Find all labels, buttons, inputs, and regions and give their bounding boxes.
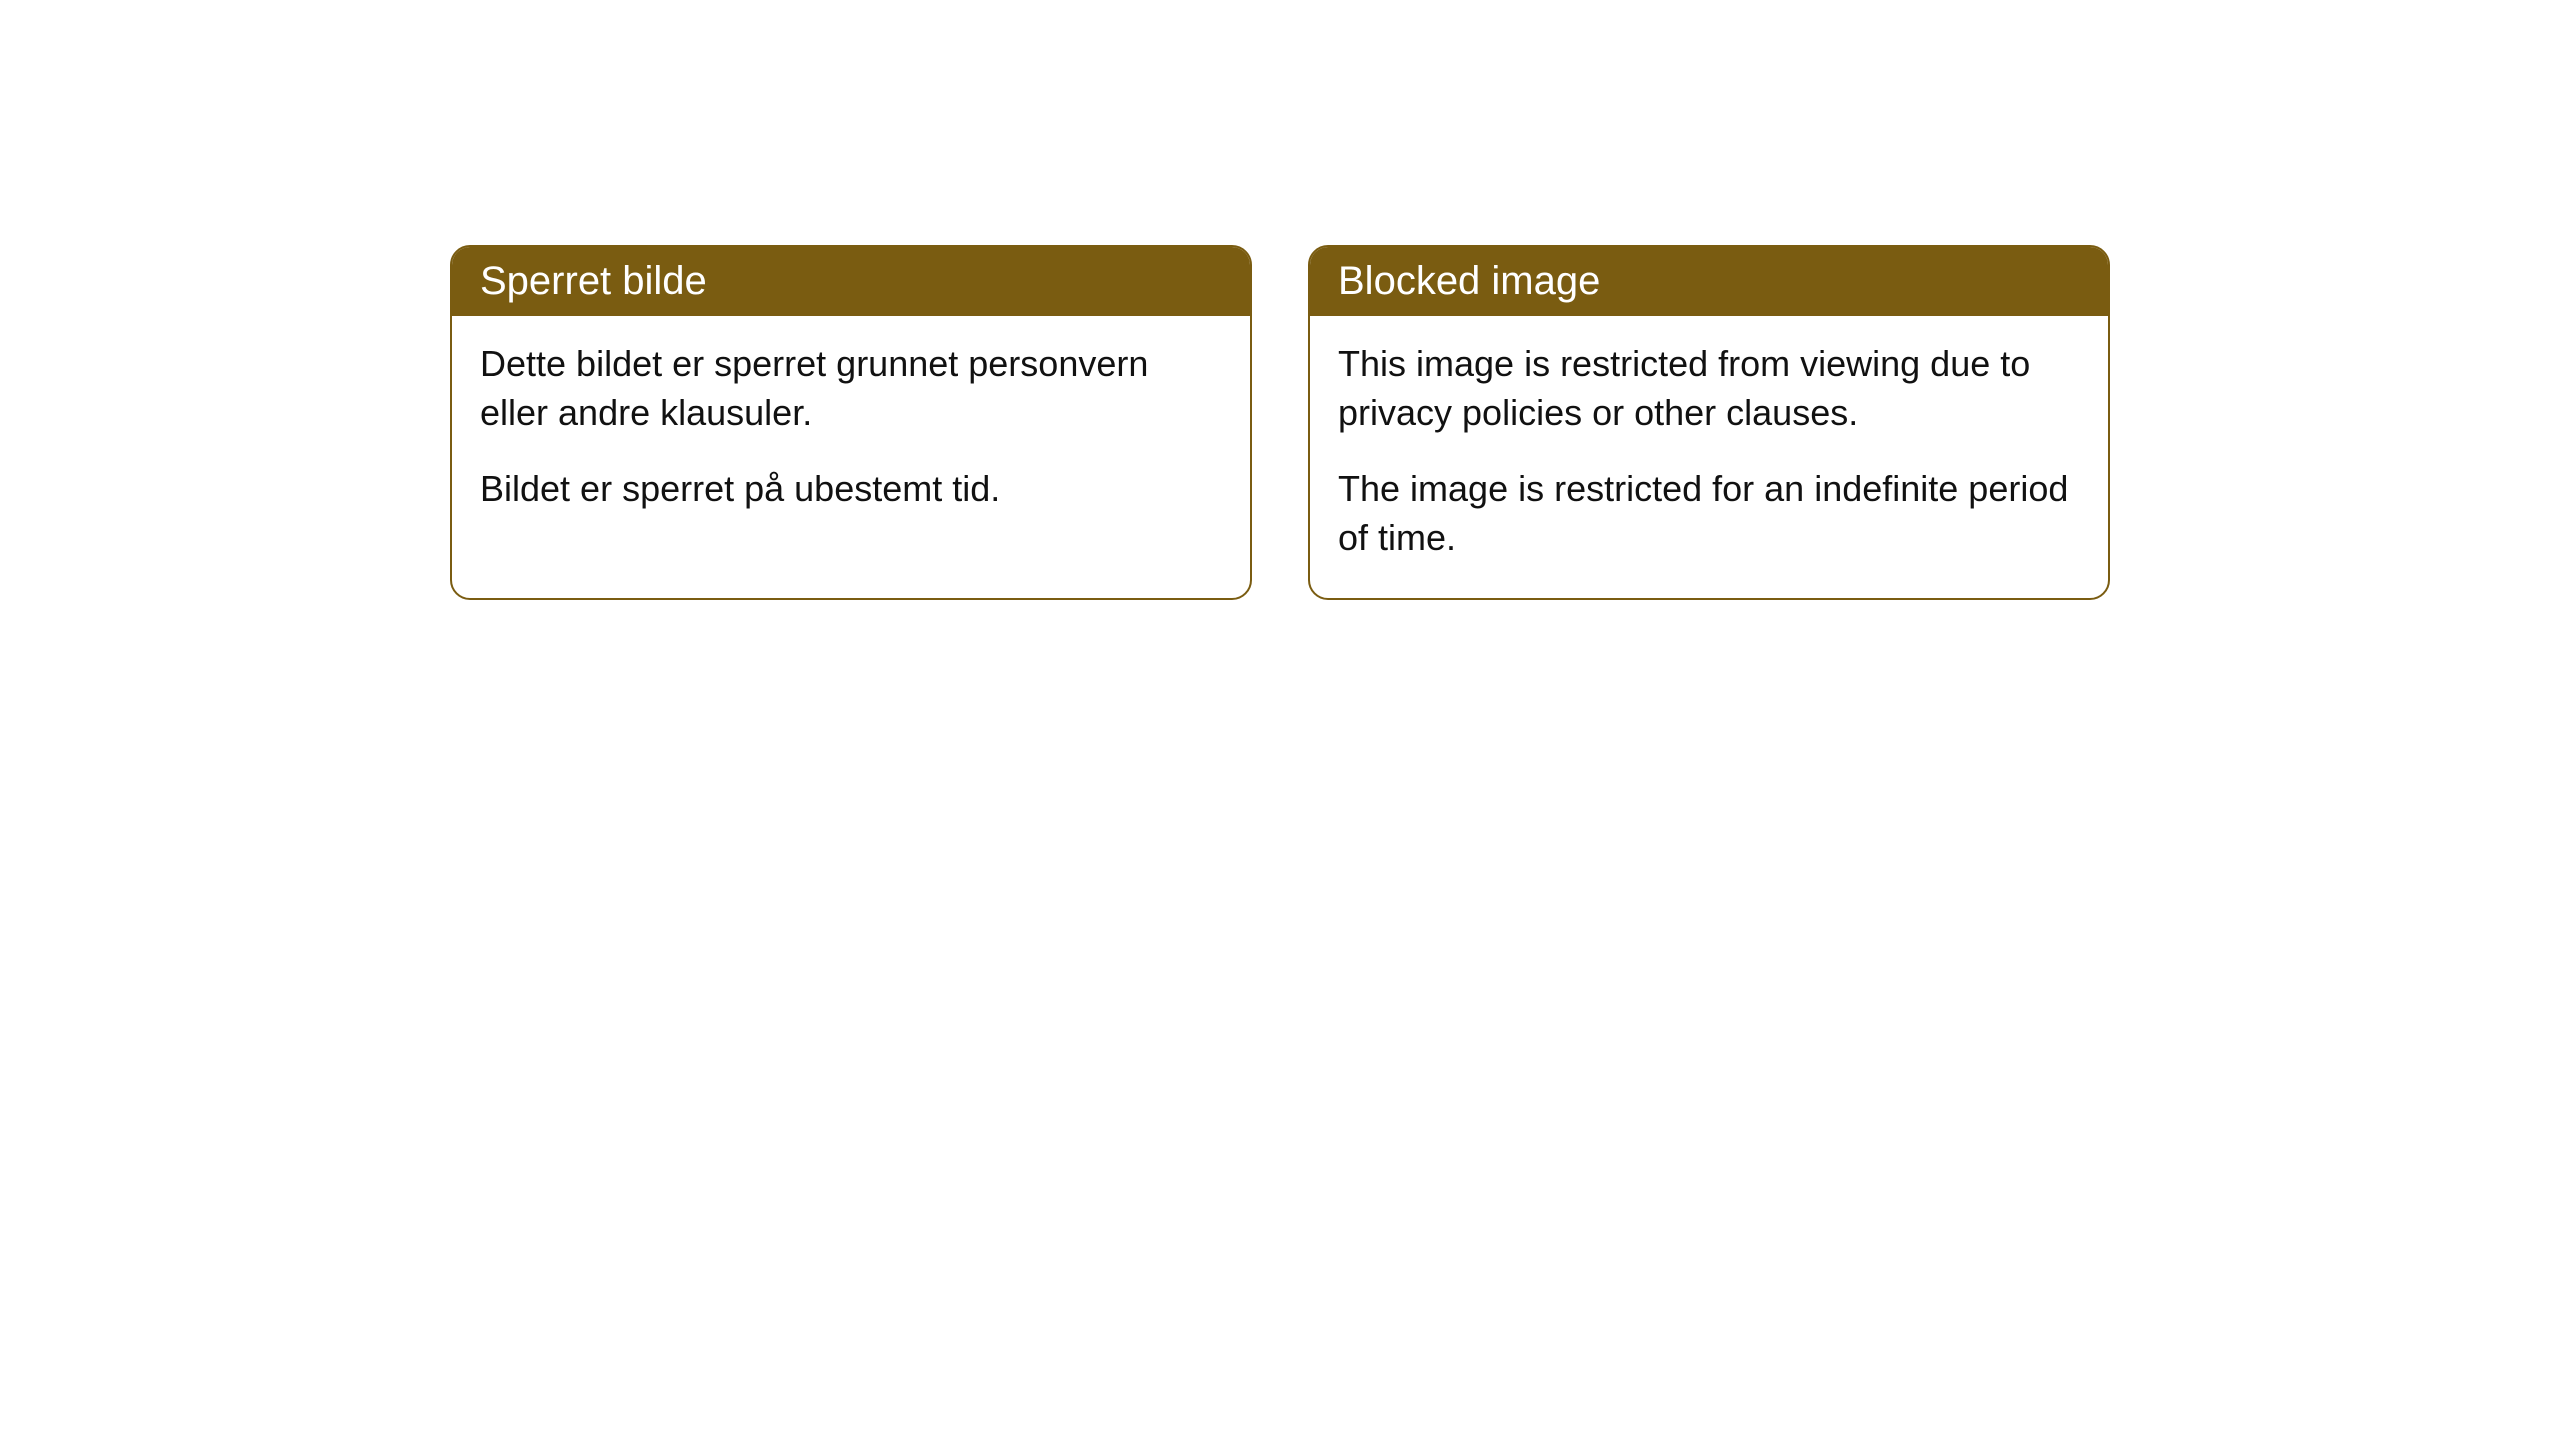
notice-paragraph: This image is restricted from viewing du…: [1338, 340, 2080, 437]
notice-paragraph: The image is restricted for an indefinit…: [1338, 465, 2080, 562]
notice-body: Dette bildet er sperret grunnet personve…: [452, 316, 1250, 550]
notice-body: This image is restricted from viewing du…: [1310, 316, 2108, 598]
notice-header: Sperret bilde: [452, 247, 1250, 316]
notice-title: Sperret bilde: [480, 259, 707, 303]
notice-paragraph: Dette bildet er sperret grunnet personve…: [480, 340, 1222, 437]
notice-paragraph: Bildet er sperret på ubestemt tid.: [480, 465, 1222, 514]
notice-header: Blocked image: [1310, 247, 2108, 316]
notice-title: Blocked image: [1338, 259, 1600, 303]
notice-container: Sperret bilde Dette bildet er sperret gr…: [450, 245, 2110, 600]
notice-card-english: Blocked image This image is restricted f…: [1308, 245, 2110, 600]
notice-card-norwegian: Sperret bilde Dette bildet er sperret gr…: [450, 245, 1252, 600]
